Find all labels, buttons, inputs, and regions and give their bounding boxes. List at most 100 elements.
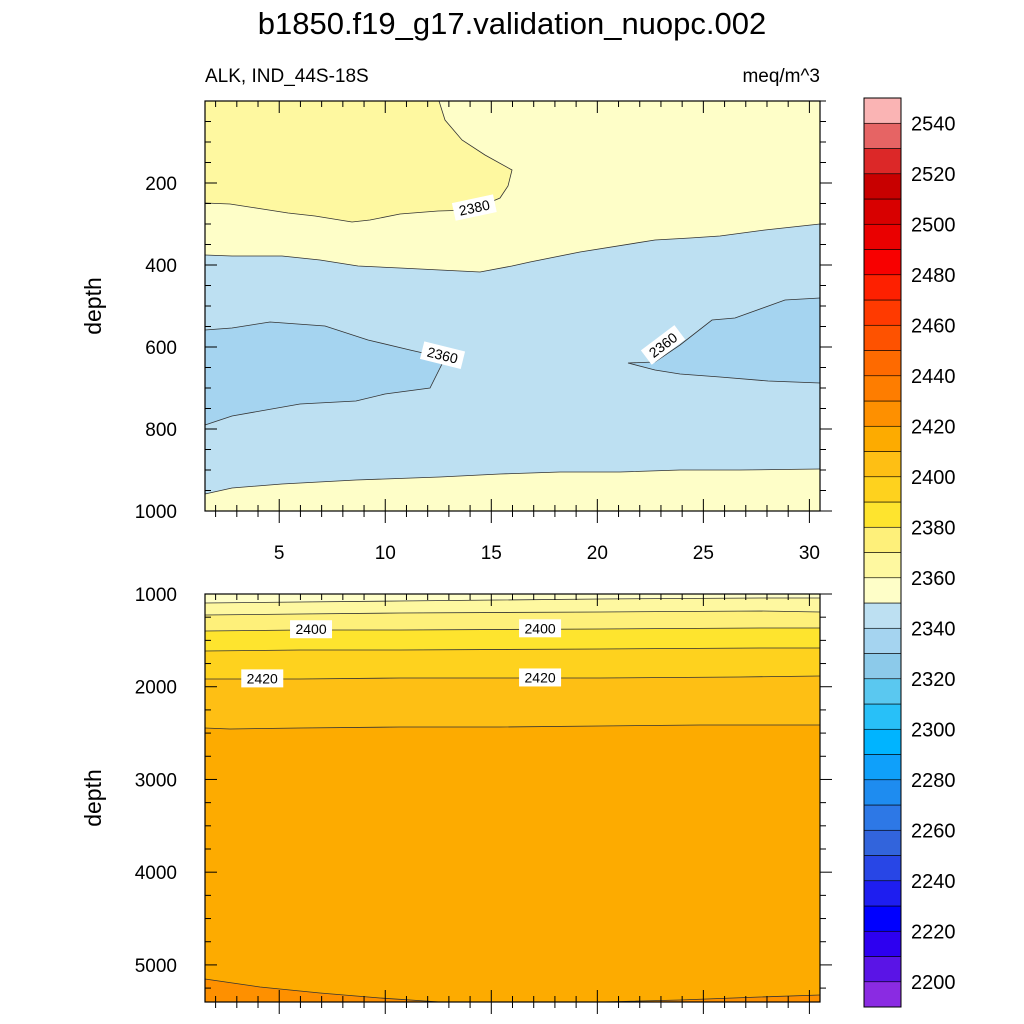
lower-contour-label: 2400 [290, 620, 333, 639]
contour-label-text: 2360 [425, 344, 459, 367]
colorbar-swatch [863, 299, 902, 326]
colorbar-tick-label: 2480 [911, 265, 956, 287]
upper-contour-fill [205, 101, 820, 511]
colorbar-swatch [863, 198, 902, 225]
upper-x-tick-label: 30 [799, 543, 820, 564]
colorbar-swatch [863, 425, 902, 452]
lower-contour-label: 2420 [519, 668, 562, 687]
contour-label-text: 2380 [457, 196, 491, 218]
contour-label-text: 2400 [295, 621, 326, 637]
colorbar-swatch [863, 956, 902, 983]
lower-axes: 1000 2000 3000 4000 5000 [135, 585, 832, 1014]
band-upper-2380-2390 [205, 101, 512, 222]
colorbar-swatch [863, 274, 902, 301]
colorbar-swatch [863, 501, 902, 528]
colorbar-swatch [863, 627, 902, 654]
colorbar-swatch [863, 552, 902, 579]
upper-contour-label: 2360 [419, 341, 466, 370]
upper-y-tick-label: 400 [145, 256, 177, 277]
figure-title: b1850.f19_g17.validation_nuopc.002 [258, 6, 767, 41]
colorbar-swatch [863, 97, 902, 124]
colorbar-swatch [863, 905, 902, 932]
colorbar-swatch [863, 930, 902, 957]
upper-x-tick-label: 15 [481, 543, 502, 564]
colorbar-tick-label: 2400 [911, 467, 956, 489]
colorbar-tick-label: 2540 [911, 113, 956, 135]
colorbar-swatch [863, 375, 902, 402]
colorbar-tick-label: 2220 [911, 921, 956, 943]
upper-x-tick-label: 20 [587, 543, 608, 564]
lower-contour-fill [205, 594, 820, 1002]
colorbar-swatch [863, 451, 902, 478]
colorbar: 2200 2220 2240 2260 2280 2300 2320 2340 2360 2380… [863, 97, 956, 1008]
colorbar-swatch [863, 779, 902, 806]
upper-contour-lines [204, 100, 821, 495]
upper-axes: 5 10 15 20 25 30 200 400 600 800 1000 [135, 100, 832, 564]
colorbar-tick-label: 2380 [911, 517, 956, 539]
colorbar-swatch [863, 577, 902, 604]
upper-left-label: ALK, IND_44S-18S [205, 66, 369, 87]
colorbar-tick-label: 2260 [911, 820, 956, 842]
contour-label-bg [640, 325, 686, 365]
colorbar-swatch [863, 703, 902, 730]
contour-label-bg [419, 341, 466, 370]
contour-label-bg [519, 668, 562, 687]
upper-x-tick-label: 5 [274, 543, 285, 564]
colorbar-tick-label: 2420 [911, 416, 956, 438]
colorbar-tick-label: 2200 [911, 972, 956, 994]
colorbar-frame [863, 97, 902, 1008]
colorbar-tick-label: 2320 [911, 669, 956, 691]
colorbar-swatch [863, 804, 902, 831]
lower-contour-label: 2400 [519, 619, 562, 638]
contour-label-bg [451, 194, 497, 221]
colorbar-tick-label: 2300 [911, 719, 956, 741]
lower-y-tick-label: 4000 [135, 863, 177, 884]
colorbar-swatch [863, 602, 902, 629]
colorbar-tick-label: 2500 [911, 214, 956, 236]
colorbar-swatch [863, 122, 902, 149]
contour-label-text: 2420 [247, 670, 278, 686]
lower-contour-label: 2420 [241, 669, 284, 688]
colorbar-swatch [863, 223, 902, 250]
colorbar-tick-label: 2440 [911, 366, 956, 388]
upper-units-label: meq/m^3 [742, 66, 820, 87]
contour-label-bg [519, 619, 562, 638]
colorbar-swatch [863, 678, 902, 705]
upper-y-tick-label: 1000 [135, 502, 177, 523]
colorbar-tick-label: 2520 [911, 164, 956, 186]
lower-y-tick-label: 2000 [135, 678, 177, 699]
colorbar-swatch [863, 981, 902, 1008]
contour-label-bg [290, 620, 333, 639]
colorbar-tick-label: 2280 [911, 770, 956, 792]
colorbar-tick-label: 2460 [911, 315, 956, 337]
colorbar-swatch [863, 324, 902, 351]
upper-y-tick-label: 800 [145, 420, 177, 441]
upper-x-tick-label: 25 [693, 543, 714, 564]
colorbar-swatch [863, 173, 902, 200]
lower-y-axis-label: depth [80, 769, 106, 827]
upper-y-tick-label: 200 [145, 174, 177, 195]
colorbar-swatch [863, 880, 902, 907]
contour-label-text: 2400 [524, 620, 555, 636]
colorbar-swatch [863, 400, 902, 427]
colorbar-tick-label: 2240 [911, 871, 956, 893]
contour-label-text: 2420 [524, 669, 555, 685]
colorbar-tick-label: 2340 [911, 618, 956, 640]
upper-y-axis-label: depth [80, 277, 106, 335]
upper-x-tick-label: 10 [375, 543, 396, 564]
colorbar-swatch [863, 829, 902, 856]
colorbar-swatch [863, 728, 902, 755]
contour-label-bg [241, 669, 284, 688]
colorbar-swatch [863, 350, 902, 377]
band-upper-2370-2380-bottom [205, 469, 820, 511]
lower-panel: 2400 2400 2420 2420 1000 2000 3000 4000 5000 de… [80, 585, 832, 1014]
lower-y-tick-label: 3000 [135, 770, 177, 791]
colorbar-swatch [863, 855, 902, 882]
colorbar-tick-label: 2360 [911, 568, 956, 590]
lower-y-tick-label: 1000 [135, 585, 177, 606]
lower-y-tick-label: 5000 [135, 956, 177, 977]
colorbar-swatch [863, 754, 902, 781]
